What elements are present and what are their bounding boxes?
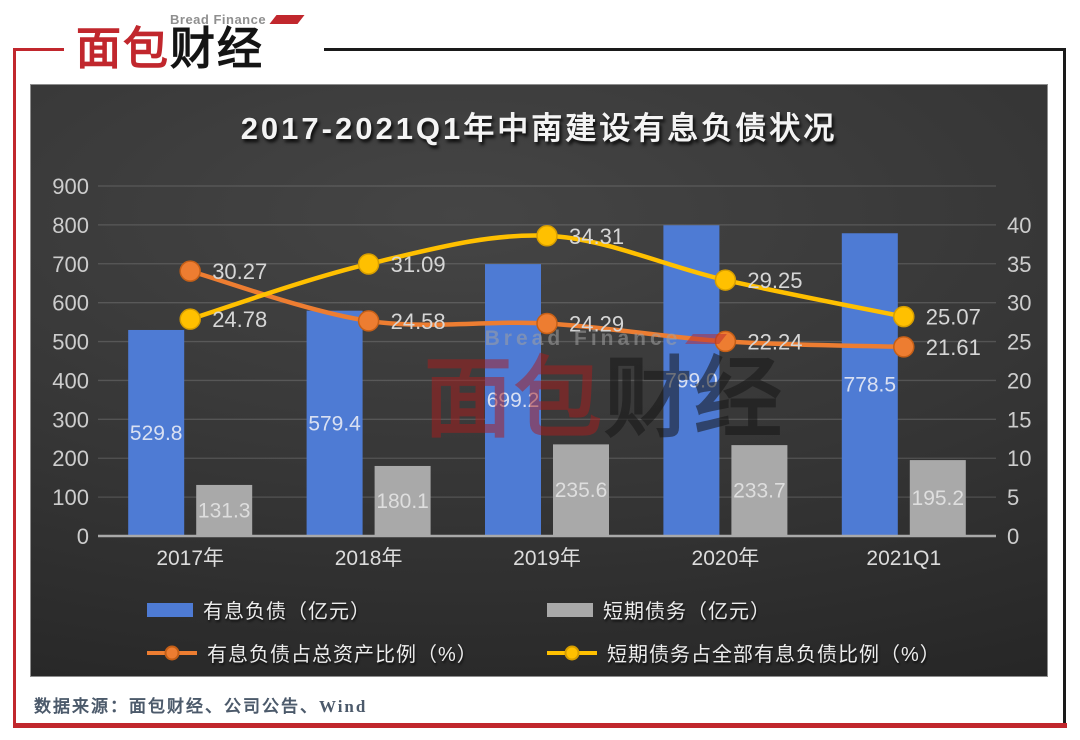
bar-value-label: 579.4 [308, 412, 361, 435]
legend-label: 短期债务占全部有息负债比例（%） [607, 644, 941, 666]
bar-value-label: 195.2 [912, 487, 965, 510]
legend-swatch-blue-bar [147, 602, 193, 617]
chart-title: 2017-2021Q1年中南建设有息负债状况 [240, 111, 838, 146]
left-axis-tick-label: 400 [52, 368, 89, 393]
brand-logo-top: Bread Finance [170, 12, 305, 27]
frame-border-top-red [13, 48, 76, 51]
right-axis-tick-label: 20 [1007, 368, 1031, 393]
line-value-label: 25.07 [926, 305, 981, 330]
left-axis-tick-label: 600 [52, 291, 89, 316]
data-source: 数据来源：面包财经、公司公告、Wind [34, 697, 368, 716]
line-data-point [714, 269, 737, 291]
line-value-label: 31.09 [391, 252, 446, 277]
frame-border-left [13, 48, 16, 727]
legend-swatch-orange-line [147, 645, 197, 660]
legend-dot-orange [164, 645, 180, 660]
legend-item-debt-to-assets-ratio: 有息负债占总资产比例（%） [147, 638, 547, 667]
left-axis-tick-label: 800 [52, 213, 89, 238]
left-axis-tick-label: 0 [77, 524, 89, 549]
frame-border-top-black [292, 48, 1066, 51]
line-value-label: 24.58 [391, 309, 446, 334]
x-axis-label: 2018年 [335, 547, 403, 570]
bar-interest-debt [485, 264, 541, 536]
left-axis-tick-label: 700 [52, 252, 89, 277]
left-axis-tick-label: 200 [52, 446, 89, 471]
line-value-label: 34.31 [569, 224, 624, 249]
frame-border-bottom [13, 723, 1067, 728]
bar-value-label: 235.6 [555, 479, 608, 502]
right-axis-tick-label: 25 [1007, 330, 1031, 355]
bar-short-term-debt [553, 444, 609, 536]
legend-item-short-term-debt: 短期债务（亿元） [547, 595, 941, 624]
x-axis-label: 2019年 [513, 547, 581, 570]
line-data-point [357, 253, 380, 275]
line-data-point [714, 330, 737, 353]
legend-label: 有息负债占总资产比例（%） [207, 644, 478, 666]
bar-value-label: 529.8 [130, 422, 183, 445]
chart-legend: 有息负债（亿元） 短期债务（亿元） 有息负债占总资产比例（%） 短期债务占全部有… [147, 595, 941, 667]
right-axis-tick-label: 30 [1007, 291, 1031, 316]
line-data-point [357, 310, 380, 332]
legend-swatch-yellow-line [547, 645, 597, 660]
right-axis-tick-label: 10 [1007, 446, 1031, 471]
bar-short-term-debt [196, 484, 253, 536]
left-axis-tick-label: 100 [52, 485, 89, 510]
right-axis-tick-label: 0 [1007, 524, 1019, 549]
logo-flag-icon [269, 15, 305, 24]
bar-interest-debt [306, 310, 363, 536]
logo-brand-en: Bread Finance [170, 12, 267, 27]
bar-value-label: 799.0 [665, 370, 718, 393]
line-value-label: 24.78 [212, 307, 267, 332]
line-data-point [893, 305, 915, 328]
frame-border-right [1063, 48, 1066, 727]
right-axis-tick-label: 40 [1007, 213, 1031, 238]
bar-short-term-debt [731, 445, 788, 536]
line-data-point [536, 312, 558, 335]
logo-brand-cn-red: 面包 [76, 23, 171, 74]
legend-swatch-gray-bar [547, 602, 593, 617]
right-axis-tick-label: 35 [1007, 252, 1031, 277]
left-axis-tick-label: 900 [52, 174, 89, 199]
bar-value-label: 180.1 [376, 490, 429, 513]
logo-brand-cn: 面包财经 [76, 26, 264, 71]
legend-label: 短期债务（亿元） [603, 601, 771, 623]
logo-brand-cn-black: 财经 [170, 23, 265, 74]
bar-interest-debt [128, 329, 185, 536]
legend-item-short-term-ratio: 短期债务占全部有息负债比例（%） [547, 638, 941, 667]
line-value-label: 22.24 [747, 329, 802, 354]
bar-value-label: 699.2 [487, 389, 540, 412]
line-value-label: 29.25 [747, 268, 802, 293]
line-value-label: 24.29 [569, 311, 624, 336]
bar-value-label: 131.3 [198, 499, 251, 522]
line-data-point [536, 225, 558, 247]
line-data-point [179, 260, 201, 282]
x-axis-label: 2017年 [156, 547, 224, 570]
right-axis-tick-label: 5 [1007, 485, 1019, 510]
bar-interest-debt [841, 233, 898, 536]
combo-chart: 0 0 100 5 200 10 300 15 400 20 500 25 600 30 700 35 800 4… [52, 174, 1031, 570]
x-axis-label: 2020年 [692, 547, 760, 570]
right-axis-tick-label: 15 [1007, 407, 1031, 432]
bar-short-term-debt [374, 465, 431, 536]
line-data-point [893, 336, 915, 358]
bar-short-term-debt [909, 460, 966, 536]
line-data-point [179, 308, 201, 330]
line-value-label: 21.61 [926, 335, 981, 360]
left-axis-tick-label: 500 [52, 330, 89, 355]
legend-item-interest-debt: 有息负债（亿元） [147, 595, 547, 624]
left-axis-tick-label: 300 [52, 407, 89, 432]
bar-value-label: 233.7 [733, 480, 786, 503]
legend-label: 有息负债（亿元） [203, 601, 371, 623]
line-value-label: 30.27 [212, 259, 267, 284]
brand-logo: Bread Finance 面包财经 [64, 4, 324, 80]
x-axis-label: 2021Q1 [866, 547, 941, 570]
chart-panel: 0 0 100 5 200 10 300 15 400 20 500 25 600 30 700 35 800 4… [30, 84, 1048, 677]
legend-dot-yellow [564, 645, 580, 660]
bar-value-label: 778.5 [844, 374, 897, 397]
